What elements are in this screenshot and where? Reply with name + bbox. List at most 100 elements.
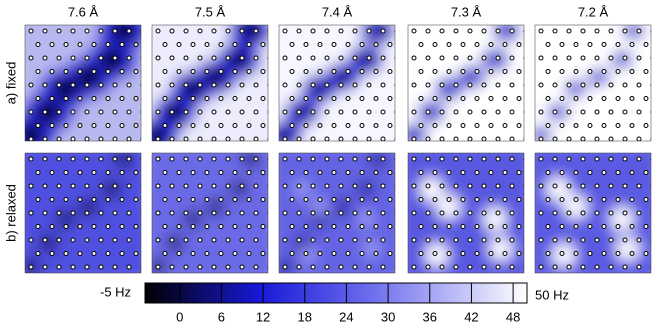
atom xyxy=(28,264,34,270)
atom xyxy=(324,109,330,115)
atom xyxy=(310,156,316,162)
atom xyxy=(253,183,259,189)
atom xyxy=(531,43,535,47)
atom xyxy=(211,82,217,88)
atom xyxy=(218,251,224,256)
atom xyxy=(636,136,642,141)
atom xyxy=(394,157,395,161)
atom xyxy=(112,237,118,243)
atom xyxy=(70,136,76,141)
atom xyxy=(218,42,224,47)
atom xyxy=(155,136,161,141)
atom xyxy=(380,183,386,189)
atom xyxy=(176,170,182,175)
atom xyxy=(56,156,62,162)
atom xyxy=(636,82,642,88)
atom xyxy=(594,264,600,270)
band-core xyxy=(553,107,564,117)
atom xyxy=(296,55,302,61)
atom xyxy=(636,183,642,189)
atom xyxy=(112,82,118,88)
atom xyxy=(310,237,316,243)
colorbar-min-label: -5 Hz xyxy=(100,284,131,299)
atom xyxy=(148,252,152,256)
atom xyxy=(246,197,252,202)
atom xyxy=(253,237,259,243)
atom xyxy=(275,70,279,74)
atom xyxy=(190,96,196,101)
atom xyxy=(509,82,515,88)
atom xyxy=(394,211,395,215)
atom xyxy=(580,55,586,61)
atom xyxy=(516,123,522,128)
atom xyxy=(289,197,295,202)
atom xyxy=(49,170,55,175)
atom xyxy=(197,109,203,115)
atom xyxy=(538,28,544,34)
atom xyxy=(70,237,76,243)
atom xyxy=(232,69,238,74)
atom xyxy=(98,136,104,141)
atom xyxy=(155,156,161,162)
atom xyxy=(481,55,487,61)
atom xyxy=(516,170,522,175)
atom xyxy=(176,69,182,74)
atom xyxy=(310,264,316,270)
atom xyxy=(615,251,621,256)
atom xyxy=(162,224,168,229)
atom xyxy=(629,251,635,256)
atom xyxy=(359,69,365,74)
atom xyxy=(282,210,288,216)
atom xyxy=(467,55,473,61)
atom xyxy=(495,237,501,243)
atom xyxy=(573,123,579,128)
atom xyxy=(488,251,494,256)
atom xyxy=(402,43,406,47)
atom xyxy=(345,123,351,128)
atom xyxy=(218,69,224,74)
atom xyxy=(204,224,210,229)
atom xyxy=(239,210,245,216)
atom xyxy=(439,210,445,216)
atom xyxy=(267,157,268,161)
atom xyxy=(474,197,480,202)
atom xyxy=(481,237,487,243)
atom xyxy=(559,170,565,175)
atom xyxy=(296,210,302,216)
atom xyxy=(650,137,651,141)
atom xyxy=(411,156,417,162)
atom xyxy=(232,224,238,229)
atom xyxy=(594,136,600,141)
tick-label: 18 xyxy=(298,309,312,324)
atom xyxy=(282,156,288,162)
band xyxy=(79,198,98,216)
atom xyxy=(56,237,62,243)
atom xyxy=(133,224,139,229)
atom xyxy=(373,197,379,202)
atom xyxy=(439,156,445,162)
atom xyxy=(126,136,132,141)
atom xyxy=(225,237,231,243)
band-core xyxy=(500,25,513,38)
atom xyxy=(232,251,238,256)
atom xyxy=(394,238,395,242)
atom xyxy=(629,42,635,47)
atom xyxy=(552,136,558,141)
atom xyxy=(650,29,651,33)
atom xyxy=(267,238,268,242)
atom xyxy=(345,224,351,229)
band-core xyxy=(424,105,438,119)
atom xyxy=(211,210,217,216)
atom xyxy=(133,96,139,101)
atom xyxy=(260,170,266,175)
atom xyxy=(615,69,621,74)
atom xyxy=(488,69,494,74)
atom xyxy=(282,109,288,115)
atom xyxy=(148,70,152,74)
atom xyxy=(246,224,252,229)
atom xyxy=(446,251,452,256)
atom xyxy=(105,197,111,202)
atom xyxy=(84,264,90,270)
band xyxy=(103,180,121,198)
